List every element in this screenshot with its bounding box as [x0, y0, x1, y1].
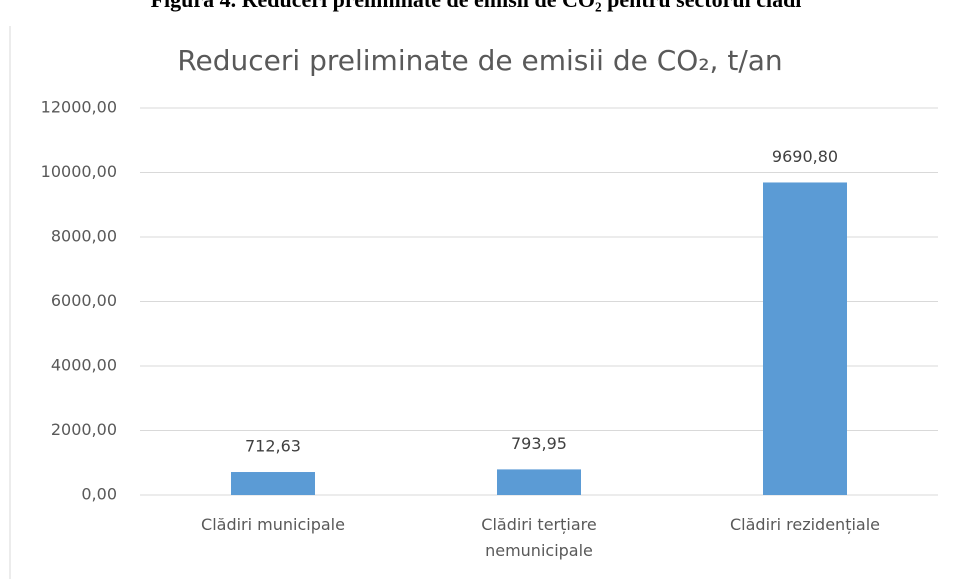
bar [763, 182, 847, 496]
y-tick-label: 8000,00 [51, 227, 117, 246]
y-tick-label: 4000,00 [51, 356, 117, 375]
x-tick-label: Clădiri municipale [201, 515, 345, 534]
data-label: 793,95 [511, 434, 567, 453]
data-label: 712,63 [245, 437, 301, 456]
y-tick-label: 10000,00 [41, 162, 117, 181]
y-tick-label: 12000,00 [41, 98, 117, 117]
x-tick-label: Clădiri rezidențiale [730, 515, 880, 534]
y-tick-label: 0,00 [81, 485, 117, 504]
y-tick-label: 2000,00 [51, 420, 117, 439]
data-label: 9690,80 [772, 147, 838, 166]
x-tick-label: Clădiri terțiare nemunicipale [481, 515, 597, 560]
y-tick-label: 6000,00 [51, 291, 117, 310]
bar [231, 472, 315, 495]
bar [497, 469, 581, 495]
figure-caption: Figura 4. Reduceri preliminate de emisii… [151, 0, 802, 12]
chart-title: Reduceri preliminate de emisii de CO₂, t… [177, 44, 782, 77]
